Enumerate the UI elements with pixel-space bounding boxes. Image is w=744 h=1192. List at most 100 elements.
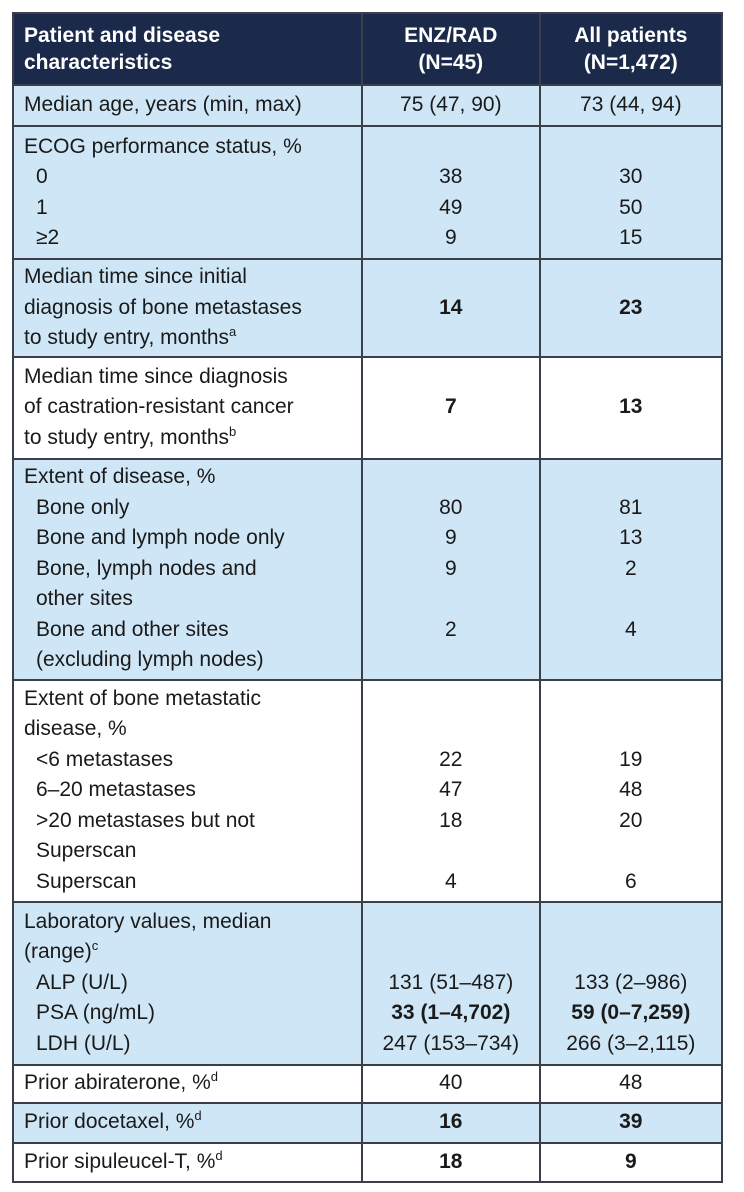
- value-line: 131 (51–487): [373, 968, 529, 999]
- table-row: Prior sipuleucel-T, %d 18 9: [12, 1141, 724, 1183]
- label-line: to study entry, monthsa: [24, 323, 351, 354]
- label-line: ECOG performance status, %: [24, 132, 351, 163]
- value-line: [551, 362, 711, 393]
- value-line: 48: [551, 775, 711, 806]
- value-line: 2: [551, 554, 711, 585]
- footnote-mark: d: [194, 1108, 202, 1124]
- cell-value: 19: [619, 747, 643, 771]
- footnote-mark: d: [215, 1147, 223, 1163]
- table-row: Extent of disease, % Bone only Bone and ly…: [12, 457, 724, 681]
- value-line: [551, 262, 711, 293]
- cell-label: diagnosis of bone metastases: [24, 295, 302, 319]
- value-line: 9: [373, 554, 529, 585]
- cell-label: Superscan: [36, 839, 137, 863]
- footnote-mark: d: [210, 1069, 218, 1085]
- value-line: 15: [551, 223, 711, 254]
- value-line: 13: [551, 523, 711, 554]
- value-line: 80: [373, 493, 529, 524]
- cell-value: 38: [439, 165, 463, 188]
- cell-label: PSA (ng/mL): [36, 1001, 156, 1025]
- value-line: [373, 323, 529, 354]
- cell-value: 2: [624, 556, 637, 580]
- label-line: to study entry, monthsb: [24, 423, 351, 454]
- cell-value: 22: [439, 747, 463, 771]
- header-line: characteristics: [24, 51, 173, 74]
- value-line: [373, 423, 529, 454]
- table-row: Prior docetaxel, %d 16 39: [12, 1101, 724, 1144]
- value-cell: 18: [361, 1141, 541, 1183]
- label-line: Median time since diagnosis: [24, 362, 351, 393]
- table-row: Median age, years (min, max) 75 (47, 90) 7…: [12, 84, 724, 127]
- label-line: Laboratory values, median: [24, 907, 351, 938]
- cell-value: 15: [619, 226, 643, 249]
- characteristics-table: Patient and disease characteristics ENZ/RA…: [12, 12, 724, 1183]
- value-line: [551, 645, 711, 676]
- cell-label: >20 metastases but not: [36, 808, 255, 832]
- label-line: Superscan: [24, 836, 351, 867]
- value-line: [551, 907, 711, 938]
- value-line: 20: [551, 806, 711, 837]
- value-line: [373, 462, 529, 493]
- label-cell: Prior sipuleucel-T, %d: [12, 1141, 363, 1183]
- value-line: 247 (153–734): [373, 1029, 529, 1060]
- cell-value: 266 (3–2,115): [566, 1031, 696, 1055]
- label-cell: Laboratory values, median (range)c ALP (U/…: [12, 900, 363, 1066]
- footnote-mark: b: [229, 423, 237, 439]
- value-line: 16: [373, 1107, 529, 1138]
- label-cell: Prior abiraterone, %d: [12, 1063, 363, 1104]
- value-cell: 22 47 18 4: [361, 678, 541, 903]
- value-line: [373, 907, 529, 938]
- value-line: [373, 262, 529, 293]
- table-row: ECOG performance status, % 0 1 ≥2 38 49 9 30 50 1…: [12, 125, 724, 260]
- cell-value: 81: [619, 495, 643, 519]
- cell-label: Superscan: [36, 869, 137, 893]
- label-cell: Median time since initial diagnosis of bo…: [12, 258, 363, 358]
- value-line: [551, 462, 711, 493]
- value-line: 40: [373, 1068, 529, 1099]
- value-line: [551, 323, 711, 354]
- value-line: [373, 937, 529, 968]
- value-line: 266 (3–2,115): [551, 1029, 711, 1060]
- label-cell: ECOG performance status, % 0 1 ≥2: [12, 125, 363, 260]
- value-cell: 81 13 2 4: [538, 457, 724, 681]
- label-line: ALP (U/L): [24, 968, 351, 999]
- cell-label: ≥2: [36, 226, 60, 249]
- cell-value: 40: [439, 1071, 463, 1095]
- cell-value: 13: [619, 526, 643, 550]
- cell-value: 23: [619, 295, 643, 319]
- value-line: 50: [551, 193, 711, 224]
- value-line: 81: [551, 493, 711, 524]
- value-line: 14: [373, 293, 529, 324]
- cell-value: 49: [439, 195, 463, 219]
- cell-label: ALP (U/L): [36, 970, 128, 994]
- header-cell: All patients (N=1,472): [538, 12, 724, 86]
- header-line: All patients: [574, 24, 688, 47]
- header-line: Patient and disease: [24, 24, 221, 47]
- cell-value: 6: [624, 869, 637, 893]
- value-cell: 131 (51–487) 33 (1–4,702) 247 (153–734): [361, 900, 541, 1066]
- label-line: 6–20 metastases: [24, 775, 351, 806]
- header-cell: ENZ/RAD (N=45): [361, 12, 541, 86]
- label-line: disease, %: [24, 714, 351, 745]
- cell-value: 133 (2–986): [574, 970, 688, 994]
- table-row: Extent of bone metastatic disease, % <6 me…: [12, 678, 724, 903]
- label-line: Bone only: [24, 493, 351, 524]
- cell-label: 1: [36, 195, 48, 219]
- cell-label: to study entry, months: [24, 326, 230, 349]
- label-line: Superscan: [24, 867, 351, 898]
- value-line: 18: [373, 806, 529, 837]
- value-line: [373, 362, 529, 393]
- value-line: 30: [551, 162, 711, 193]
- label-line: other sites: [24, 584, 351, 615]
- label-line: Median time since initial: [24, 262, 351, 293]
- cell-label: <6 metastases: [36, 747, 174, 771]
- label-line: ≥2: [24, 223, 351, 254]
- value-line: 75 (47, 90): [373, 90, 529, 121]
- value-line: [373, 584, 529, 615]
- cell-value: 9: [444, 526, 457, 550]
- value-line: 7: [373, 392, 529, 423]
- value-cell: 40: [361, 1063, 541, 1104]
- header-cell: Patient and disease characteristics: [12, 12, 363, 86]
- cell-label: disease, %: [24, 717, 127, 741]
- cell-label: Extent of bone metastatic: [24, 686, 261, 710]
